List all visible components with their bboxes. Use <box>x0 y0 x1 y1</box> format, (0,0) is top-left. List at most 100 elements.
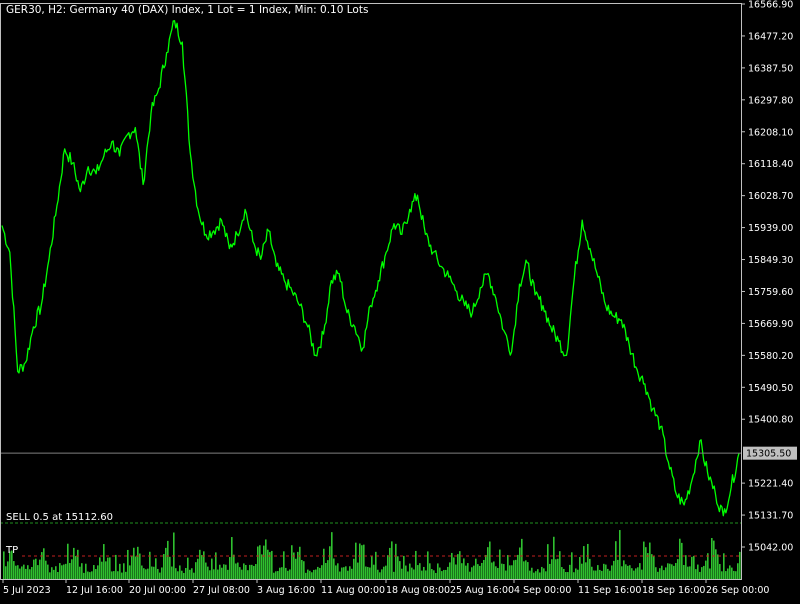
volume-bar <box>85 563 87 579</box>
x-tick-label: 5 Jul 2023 <box>3 585 51 596</box>
volume-bar <box>25 568 27 579</box>
volume-bar <box>401 568 403 579</box>
volume-bar <box>363 544 365 579</box>
current-price-tag <box>743 446 797 460</box>
x-tick-label: 26 Sep 00:00 <box>706 585 769 596</box>
volume-bar <box>45 560 47 579</box>
volume-bar <box>669 563 671 579</box>
volume-bar <box>705 560 707 579</box>
chart-header: GER30, H2: Germany 40 (DAX) Index, 1 Lot… <box>6 4 368 16</box>
volume-bar <box>409 563 411 579</box>
volume-bar <box>137 546 139 579</box>
volume-bar <box>717 554 719 579</box>
volume-bar <box>311 572 313 579</box>
volume-bar <box>69 563 71 579</box>
volume-bar <box>719 563 721 579</box>
volume-bar <box>43 548 45 579</box>
volume-bar <box>317 566 319 579</box>
volume-bar <box>209 570 211 579</box>
volume-bar <box>519 547 521 579</box>
volume-bar <box>641 569 643 579</box>
volume-bar <box>105 561 107 579</box>
volume-bar <box>733 570 735 579</box>
volume-bar <box>459 551 461 579</box>
volume-bar <box>377 569 379 579</box>
volume-bar <box>279 567 281 579</box>
volume-bar <box>569 564 571 579</box>
volume-bar <box>141 565 143 579</box>
volume-bar <box>573 572 575 579</box>
volume-bar <box>3 551 5 579</box>
volume-bar <box>39 559 41 579</box>
x-tick-label: 3 Aug 16:00 <box>257 585 315 596</box>
x-tick-label: 11 Sep 16:00 <box>578 585 641 596</box>
volume-bar <box>393 571 395 579</box>
volume-bar <box>339 571 341 579</box>
volume-bar <box>607 568 609 579</box>
y-tick-label: 16028.70 <box>748 191 793 202</box>
volume-bar <box>493 561 495 579</box>
volume-bar <box>109 557 111 579</box>
volume-bar <box>575 568 577 579</box>
volume-bar <box>389 547 391 579</box>
tp-label[interactable]: TP <box>5 545 18 556</box>
volume-bar <box>251 564 253 579</box>
volume-bar <box>71 559 73 579</box>
volume-bar <box>571 552 573 579</box>
volume-bar <box>291 545 293 579</box>
volume-bar <box>151 566 153 579</box>
volume-bar <box>271 550 273 579</box>
volume-bar <box>157 568 159 579</box>
x-tick-label: 25 Aug 16:00 <box>450 585 514 596</box>
order-label[interactable]: SELL 0.5 at 15112.60 <box>6 512 113 523</box>
volume-bar <box>241 569 243 579</box>
volume-bar <box>203 551 205 579</box>
volume-bar <box>329 546 331 579</box>
volume-bar <box>387 555 389 579</box>
volume-bar <box>35 558 37 579</box>
volume-bar <box>545 571 547 579</box>
volume-bar <box>247 570 249 579</box>
volume-bar <box>525 560 527 579</box>
volume-bar <box>413 569 415 579</box>
volume-bar <box>465 565 467 579</box>
volume-bar <box>423 566 425 579</box>
volume-bar <box>21 566 23 579</box>
volume-bar <box>661 565 663 579</box>
volume-bar <box>559 551 561 579</box>
volume-bar <box>577 569 579 579</box>
volume-bar <box>679 538 681 579</box>
volume-bar <box>587 543 589 579</box>
volume-bar <box>57 571 59 579</box>
volume-bar <box>443 569 445 579</box>
x-tick-label: 12 Jul 16:00 <box>66 585 123 596</box>
volume-bar <box>603 563 605 579</box>
volume-bar <box>591 566 593 579</box>
volume-bar <box>127 549 129 579</box>
volume-bar <box>179 565 181 579</box>
volume-bar <box>147 568 149 579</box>
volume-bar <box>149 551 151 579</box>
volume-bar <box>257 546 259 579</box>
volume-bar <box>63 564 65 579</box>
volume-bar <box>225 564 227 579</box>
volume-bar <box>139 553 141 579</box>
volume-bar <box>539 572 541 579</box>
volume-bar <box>629 565 631 579</box>
volume-bar <box>509 565 511 579</box>
volume-bar <box>485 554 487 579</box>
volume-bar <box>403 555 405 579</box>
volume-bar <box>323 548 325 579</box>
volume-bar <box>581 563 583 579</box>
y-tick-label: 15580.20 <box>748 351 793 362</box>
volume-bar <box>237 562 239 579</box>
volume-bar <box>223 564 225 579</box>
volume-bar <box>309 570 311 579</box>
volume-bar <box>321 565 323 579</box>
volume-bar <box>567 572 569 579</box>
volume-bar <box>473 565 475 579</box>
volume-bar <box>143 568 145 579</box>
